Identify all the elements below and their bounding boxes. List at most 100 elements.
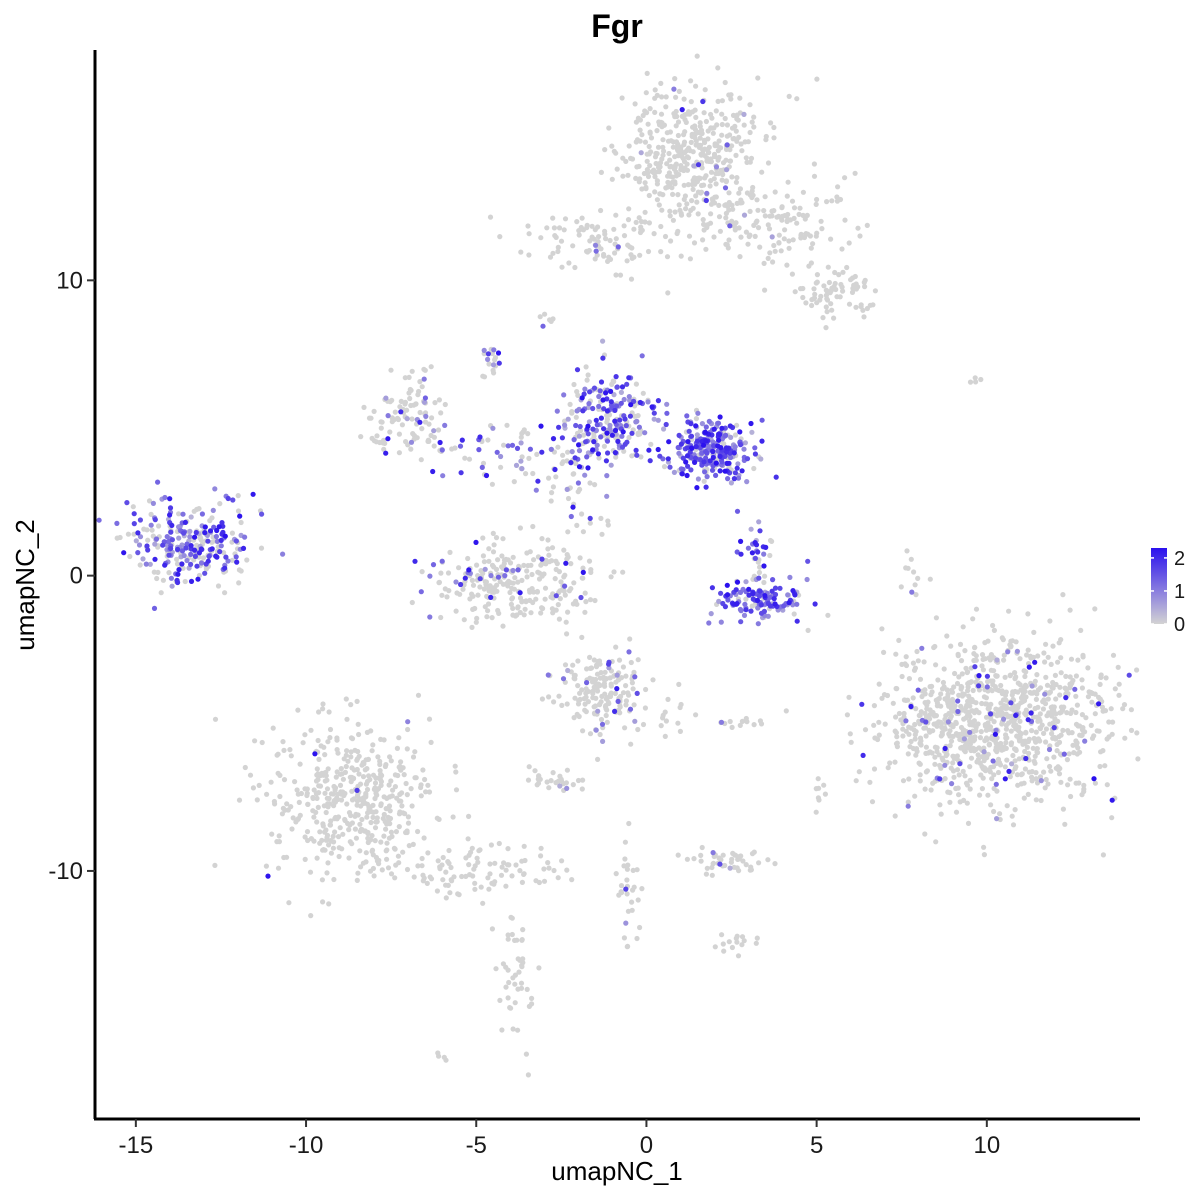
cell-point — [815, 776, 821, 782]
cell-point — [755, 207, 761, 213]
cell-point — [487, 861, 493, 867]
cell-point — [778, 248, 784, 254]
cell-point — [357, 821, 363, 827]
cell-point — [956, 731, 962, 738]
cell-point — [295, 816, 301, 823]
cell-point — [666, 170, 673, 176]
cell-point — [700, 151, 706, 157]
cell-point — [372, 795, 378, 802]
cell-point — [576, 433, 583, 439]
cell-point — [408, 446, 414, 452]
x-tick-label: -15 — [119, 1132, 154, 1159]
cell-point — [967, 718, 973, 724]
cell-point — [729, 218, 735, 224]
cell-point — [939, 686, 946, 692]
cell-point — [344, 748, 350, 754]
cell-point — [1048, 661, 1054, 668]
cell-point — [509, 873, 515, 879]
cell-point — [168, 575, 174, 581]
cell-point — [829, 307, 835, 313]
cell-point — [627, 636, 633, 642]
cell-point — [631, 884, 637, 890]
cell-point — [527, 446, 534, 452]
cell-point — [701, 459, 707, 465]
cell-point — [1058, 637, 1064, 643]
cell-point — [325, 739, 331, 745]
cell-point — [687, 256, 694, 262]
cell-point — [613, 272, 619, 278]
cell-point — [507, 1005, 513, 1011]
cell-point — [523, 1051, 530, 1057]
cell-point — [358, 803, 364, 809]
cell-point — [694, 53, 700, 59]
cell-point — [216, 524, 222, 530]
cell-point — [155, 569, 161, 576]
cell-point — [648, 135, 655, 141]
cell-point — [662, 709, 668, 715]
cell-point — [756, 569, 763, 576]
cell-point — [1029, 774, 1035, 780]
cell-point — [483, 472, 490, 479]
cell-point — [647, 130, 653, 136]
cell-point — [565, 495, 572, 502]
cell-point — [372, 785, 378, 791]
cell-point — [985, 679, 991, 685]
cell-point — [176, 567, 182, 573]
cell-point — [488, 594, 494, 601]
cell-point — [675, 228, 681, 234]
cell-point — [973, 700, 979, 706]
cell-point — [408, 439, 415, 445]
cell-point — [794, 601, 800, 607]
cell-point — [411, 874, 417, 880]
cell-point — [518, 249, 524, 255]
cell-point — [288, 753, 294, 759]
cell-point — [785, 592, 791, 598]
cell-point — [720, 171, 726, 178]
cell-point — [542, 311, 548, 317]
cell-point — [207, 528, 214, 534]
cell-point — [440, 854, 446, 861]
cell-point — [447, 549, 453, 556]
cell-point — [673, 94, 679, 100]
cell-point — [238, 519, 244, 526]
cell-point — [790, 237, 796, 243]
cell-point — [1079, 677, 1085, 683]
cell-point — [352, 813, 358, 819]
cell-point — [392, 784, 398, 790]
cell-point — [614, 672, 620, 678]
cell-point — [419, 569, 425, 575]
cell-point — [557, 596, 563, 602]
cell-point — [565, 667, 571, 674]
cell-point — [477, 434, 483, 440]
cell-point — [519, 466, 525, 472]
cell-point — [900, 733, 906, 739]
cell-point — [213, 533, 219, 540]
cell-point — [152, 541, 158, 547]
cell-point — [389, 397, 395, 403]
cell-point — [639, 132, 645, 138]
cell-point — [234, 559, 240, 565]
cell-point — [347, 774, 353, 780]
cell-point — [598, 207, 604, 214]
cell-point — [279, 811, 285, 817]
cell-point — [456, 565, 462, 571]
cell-point — [750, 591, 756, 597]
cell-point — [1029, 683, 1035, 689]
cell-point — [591, 439, 597, 445]
cell-point — [495, 557, 501, 563]
cell-point — [638, 224, 644, 230]
cell-point — [862, 284, 868, 290]
cell-point — [1047, 689, 1053, 695]
cell-point — [1034, 691, 1040, 697]
cell-point — [959, 671, 965, 677]
cell-point — [938, 703, 944, 709]
cell-point — [737, 95, 743, 101]
cell-point — [684, 167, 691, 173]
cell-point — [510, 567, 516, 574]
cell-point — [385, 865, 392, 871]
y-tick-label: -10 — [48, 858, 83, 885]
cell-point — [176, 511, 182, 517]
cell-point — [431, 443, 437, 449]
cell-point — [919, 645, 925, 651]
cell-point — [300, 740, 306, 746]
